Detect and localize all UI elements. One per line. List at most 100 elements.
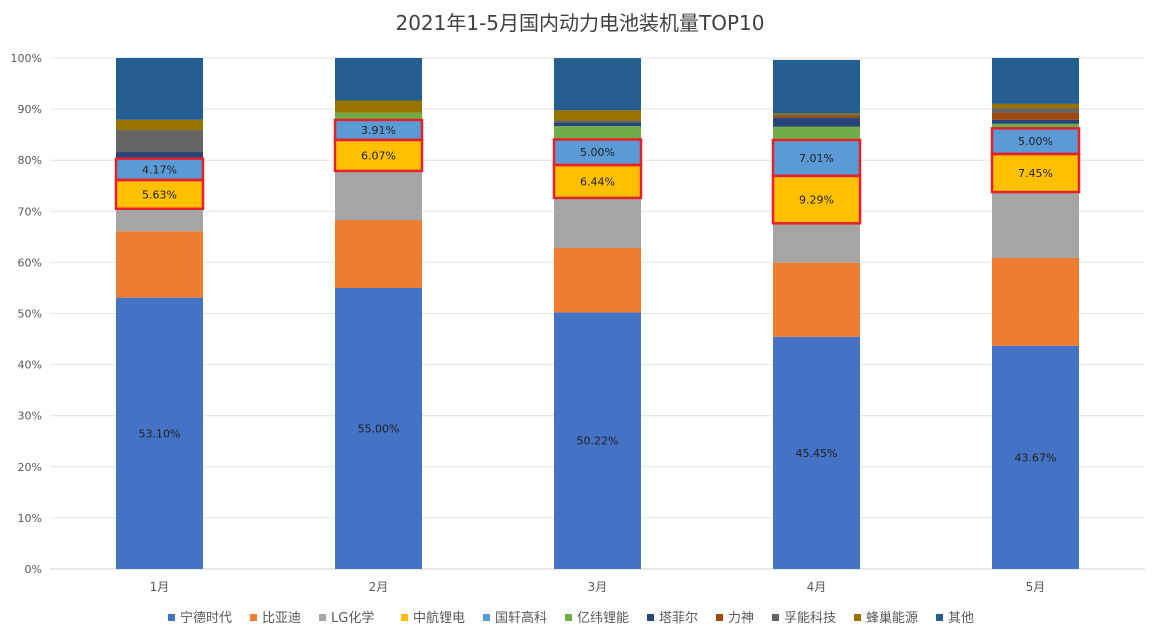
x-tick-label: 1月 (150, 580, 170, 594)
x-tick-label: 3月 (588, 580, 608, 594)
bar-segment (554, 197, 641, 248)
bar-segment (116, 130, 203, 153)
legend-item: 比亚迪 (250, 611, 301, 626)
bar-segment (773, 175, 860, 224)
y-tick-label: 40% (18, 359, 42, 372)
bar-segment (554, 110, 641, 121)
legend-item: 宁德时代 (168, 610, 232, 626)
bar-segment (992, 112, 1079, 120)
bar-segment (992, 153, 1079, 193)
bar-segment (992, 123, 1079, 129)
y-tick-label: 0% (25, 563, 42, 576)
data-label: 6.07% (361, 149, 396, 162)
bar-segment (554, 139, 641, 166)
bar-segment (116, 208, 203, 232)
chart-title: 2021年1-5月国内动力电池装机量TOP10 (395, 11, 764, 35)
bar-segment (773, 126, 860, 141)
bar-segment (116, 58, 203, 120)
highlight-box (552, 138, 643, 167)
data-label: 5.00% (1018, 135, 1053, 148)
y-tick-label: 30% (18, 410, 42, 423)
bar-segment (773, 336, 860, 569)
legend-item: 蜂巢能源 (854, 611, 918, 626)
data-label: 9.29% (799, 194, 834, 207)
legend-label: LG化学 (331, 610, 374, 626)
bars (116, 58, 1079, 569)
bar-segment (335, 287, 422, 569)
legend-item: 国轩高科 (483, 610, 547, 626)
bar-segment (554, 247, 641, 313)
legend-swatch (854, 614, 861, 621)
legend-swatch (936, 614, 943, 621)
data-label: 5.63% (142, 188, 177, 201)
bar-segment (773, 118, 860, 127)
data-label: 3.91% (361, 124, 396, 137)
highlight-box (771, 138, 862, 178)
data-label: 6.44% (580, 175, 615, 188)
data-label: 45.45% (796, 447, 838, 460)
data-label: 7.01% (799, 152, 834, 165)
y-tick-label: 60% (18, 256, 42, 269)
y-tick-label: 20% (18, 461, 42, 474)
legend-swatch (319, 614, 326, 621)
bar-segment (335, 170, 422, 220)
bar-segment (554, 120, 641, 123)
legend-swatch (565, 614, 572, 621)
legend-item: 力神 (716, 611, 754, 626)
legend-label: 比亚迪 (262, 611, 301, 626)
y-tick-label: 10% (18, 512, 42, 525)
x-tick-label: 4月 (807, 580, 827, 594)
legend-label: 其他 (948, 611, 974, 626)
legend-swatch (772, 614, 779, 621)
legend-swatch (483, 614, 490, 621)
legend-swatch (250, 614, 257, 621)
bar-segment (992, 119, 1079, 124)
highlight-boxes (114, 118, 1081, 225)
bar-segment (773, 140, 860, 176)
x-axis-ticks: 1月 2月 3月 4月 5月 (150, 580, 1046, 594)
y-axis-ticks: 0% 10% 20% 30% 40% 50% 60% 70% 80% 90% 100% (11, 52, 42, 576)
highlight-box (990, 127, 1081, 156)
y-tick-label: 70% (18, 205, 42, 218)
legend-label: 中航锂电 (413, 610, 465, 626)
bar-segment (335, 100, 422, 113)
bar-segment (992, 108, 1079, 113)
data-label: 5.00% (580, 146, 615, 159)
bar-segment (773, 114, 860, 117)
legend-item: 塔菲尔 (647, 611, 698, 626)
bar-segment (992, 345, 1079, 569)
bar-segment (992, 128, 1079, 154)
bar-segment (554, 122, 641, 127)
legend-label: 孚能科技 (784, 611, 836, 626)
bar-segment (116, 231, 203, 298)
bar-segment (116, 119, 203, 131)
legend: 宁德时代 比亚迪 LG化学 中航锂电 国轩高科 亿纬锂能 塔菲尔 力神 孚能科技 蜂巢能源 其他 (168, 610, 974, 626)
bar-segment (335, 219, 422, 288)
bar-segment (116, 158, 203, 180)
y-tick-label: 90% (18, 103, 42, 116)
y-tick-label: 100% (11, 52, 42, 65)
data-label: 43.67% (1015, 451, 1057, 464)
x-tick-label: 5月 (1026, 580, 1046, 594)
data-label: 50.22% (577, 435, 619, 448)
bar-segment (992, 257, 1079, 346)
y-tick-label: 80% (18, 154, 42, 167)
legend-label: 力神 (728, 611, 754, 626)
bar-segment (992, 103, 1079, 109)
legend-item: 中航锂电 (401, 610, 465, 626)
data-label: 53.10% (139, 427, 181, 440)
data-label: 7.45% (1018, 167, 1053, 180)
bar-segment (992, 192, 1079, 258)
legend-label: 塔菲尔 (659, 611, 698, 626)
bar-segment (116, 297, 203, 569)
bar-segment (773, 116, 860, 119)
legend-item: LG化学 (319, 610, 374, 626)
highlight-box (114, 157, 205, 182)
bar-segment (992, 58, 1079, 104)
x-tick-label: 2月 (369, 580, 389, 594)
bar-segment (335, 112, 422, 120)
legend-label: 亿纬锂能 (577, 611, 629, 626)
bar-segment (554, 165, 641, 198)
bar-segment (554, 312, 641, 569)
